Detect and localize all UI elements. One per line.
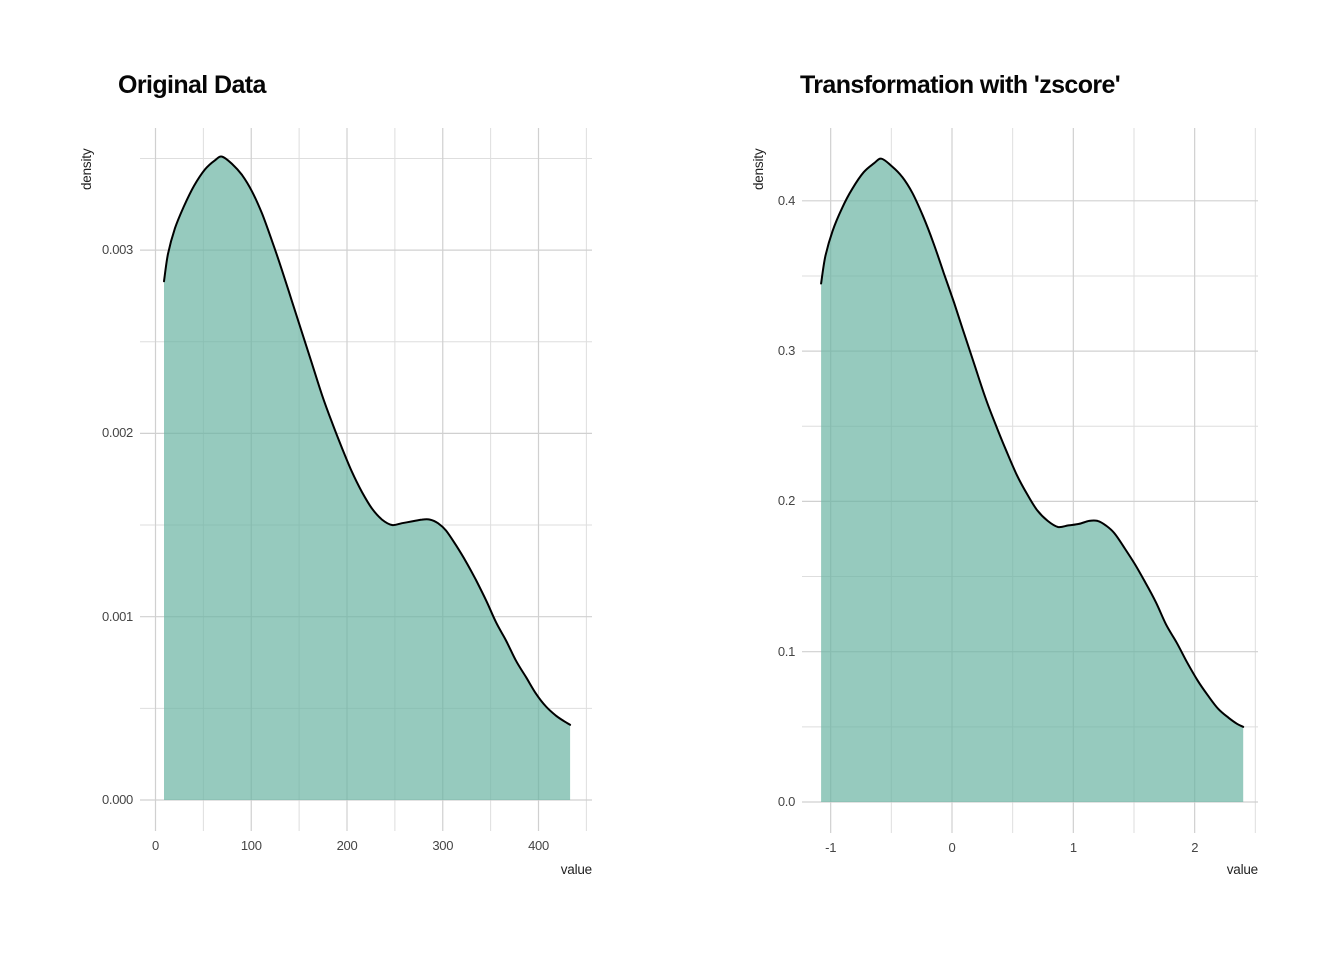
chart-panel-1	[802, 128, 1258, 833]
x-tick-label: 200	[336, 838, 358, 853]
y-tick-label: 0.001	[101, 608, 133, 624]
chart-title-original: Original Data	[118, 71, 266, 99]
x-tick-label: 100	[240, 838, 262, 853]
y-tick-label: 0.0	[777, 794, 795, 809]
x-tick-label: 300	[432, 838, 454, 853]
density-curve	[163, 155, 572, 726]
density-area	[821, 158, 1244, 802]
y-tick-label: 0.4	[777, 192, 795, 208]
x-tick-label: -1	[825, 840, 837, 855]
y-tick-label: 0.003	[101, 242, 133, 258]
x-tick-label: 0	[948, 840, 956, 855]
y-tick-label: 0.1	[777, 643, 795, 659]
x-axis-title-right: value	[1226, 862, 1258, 877]
y-tick-label: 0.3	[777, 343, 795, 359]
x-tick-label: 0	[152, 838, 159, 853]
x-axis-title-left: value	[560, 862, 592, 877]
y-tick-label: 0.000	[101, 792, 133, 807]
y-tick-label: 0.002	[101, 425, 133, 441]
density-curve	[820, 157, 1245, 728]
chart-title-zscore: Transformation with 'zscore'	[800, 71, 1121, 99]
x-tick-label: 400	[528, 838, 549, 853]
x-tick-label: 1	[1069, 840, 1077, 855]
chart-panel-0	[140, 128, 592, 831]
y-axis-title-left: density	[79, 148, 94, 190]
y-tick-label: 0.2	[777, 493, 795, 509]
density-area	[164, 156, 571, 801]
x-tick-label: 2	[1191, 840, 1199, 855]
y-axis-title-right: density	[751, 148, 766, 190]
